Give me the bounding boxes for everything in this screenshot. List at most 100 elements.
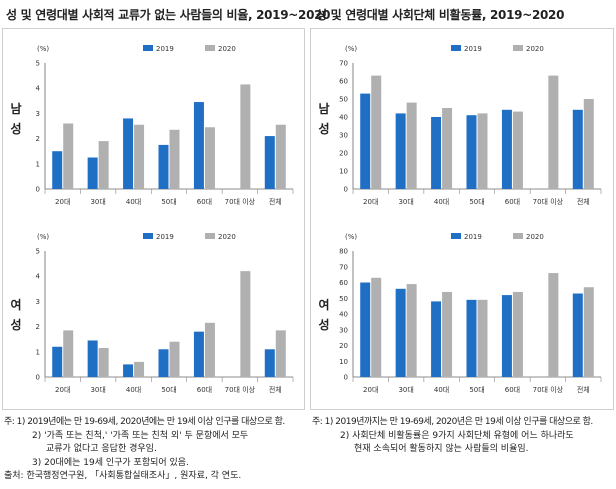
bar-2020-0 — [371, 277, 382, 377]
y-tick-label: 2 — [36, 135, 40, 143]
x-tick-label: 50대 — [161, 198, 176, 206]
y-tick-label: 5 — [36, 60, 40, 68]
bar-2019-6 — [572, 109, 583, 189]
unit-label: (%) — [345, 233, 357, 241]
x-tick-label: 60대 — [197, 386, 212, 394]
legend-swatch-2019 — [451, 233, 461, 239]
bar-2019-2 — [431, 301, 442, 377]
legend-label-2020: 2020 — [218, 233, 236, 241]
x-tick-label: 20대 — [55, 198, 70, 206]
legend-label-2019: 2019 — [464, 45, 482, 53]
note-line: 2) '가족 또는 친척,' '가족 또는 친척 외' 두 문항에서 모두 — [32, 430, 249, 441]
x-tick-label: 40대 — [434, 386, 449, 394]
x-tick-label: 70대 이상 — [533, 197, 564, 206]
x-tick-label: 60대 — [505, 198, 520, 206]
x-tick-label: 40대 — [126, 198, 141, 206]
bar-2019-3 — [466, 299, 477, 377]
y-tick-label: 5 — [36, 248, 40, 256]
legend-label-2020: 2020 — [526, 233, 544, 241]
legend-swatch-2019 — [143, 45, 153, 51]
bar-2020-6 — [275, 330, 286, 377]
y-tick-label: 0 — [344, 186, 348, 194]
bar-2020-1 — [98, 141, 109, 189]
chart-right-female: (%) 2019 2020 0 10 20 30 40 50 60 70 80 20대 30대 40대 50대… — [339, 233, 602, 394]
legend-label-2019: 2019 — [464, 233, 482, 241]
bar-2019-1 — [87, 157, 98, 189]
y-tick-label: 4 — [36, 85, 41, 93]
right-chart-title: 성 및 연령대별 사회단체 비활동률, 2019~2020 — [316, 8, 565, 22]
bar-2019-6 — [264, 349, 275, 377]
legend-swatch-2020 — [513, 233, 523, 239]
gender-label-male: 남성 — [10, 102, 22, 136]
unit-label: (%) — [37, 233, 49, 241]
bar-2019-2 — [431, 117, 442, 189]
gender-label-female: 여성 — [10, 298, 22, 332]
bar-2019-2 — [123, 118, 134, 189]
bar-2020-3 — [169, 341, 180, 377]
legend-label-2020: 2020 — [526, 45, 544, 53]
y-tick-label: 20 — [339, 342, 348, 350]
unit-label: (%) — [37, 45, 49, 53]
y-tick-label: 4 — [36, 273, 41, 281]
right-footnotes: 주: 1) 2019년까지는 만 19-69세, 2020년은 만 19세 이상… — [312, 416, 612, 457]
legend-swatch-2019 — [451, 45, 461, 51]
bar-2020-2 — [134, 124, 145, 189]
y-tick-label: 30 — [339, 132, 348, 140]
bar-2020-1 — [406, 284, 417, 377]
bar-2020-0 — [371, 75, 382, 189]
bar-2020-0 — [63, 123, 74, 189]
x-tick-label: 전체 — [577, 197, 590, 206]
bar-2019-4 — [193, 331, 204, 377]
y-tick-label: 3 — [36, 298, 40, 306]
legend-label-2019: 2019 — [156, 233, 174, 241]
bar-2019-2 — [123, 364, 134, 377]
y-tick-label: 50 — [339, 96, 348, 104]
bar-2019-4 — [501, 109, 512, 189]
note-line: 3) 20대에는 19세 인구가 포함되어 있음. — [32, 457, 189, 468]
bar-2019-4 — [501, 295, 512, 377]
bar-2020-3 — [169, 129, 180, 189]
y-tick-label: 60 — [339, 279, 348, 287]
x-tick-label: 전체 — [269, 385, 282, 394]
gender-label-male-right: 남성 — [318, 102, 330, 136]
bar-2019-0 — [52, 151, 63, 189]
left-chart-panel: 남성 여성 (%) 2019 2020 0 1 2 3 4 5 20대 30대 40대 50대 60대 70… — [2, 28, 305, 410]
y-tick-label: 50 — [339, 295, 348, 303]
x-tick-label: 30대 — [398, 198, 413, 206]
x-tick-label: 40대 — [126, 386, 141, 394]
bar-2019-0 — [52, 346, 63, 377]
y-tick-label: 10 — [339, 168, 348, 176]
bar-2020-5 — [240, 84, 251, 189]
note-line: 교류가 없다고 응답한 경우임. — [46, 444, 157, 454]
y-tick-label: 40 — [339, 311, 348, 319]
bar-2020-6 — [583, 99, 594, 189]
bar-2020-6 — [275, 124, 286, 189]
y-tick-label: 0 — [344, 374, 348, 382]
bar-2019-1 — [87, 340, 98, 377]
x-tick-label: 40대 — [434, 198, 449, 206]
bar-2020-2 — [442, 108, 453, 189]
y-tick-label: 2 — [36, 323, 40, 331]
bar-2020-5 — [240, 271, 251, 377]
bar-2020-4 — [204, 127, 215, 189]
bar-2020-4 — [512, 291, 523, 377]
legend-swatch-2020 — [513, 45, 523, 51]
left-chart-title: 성 및 연령대별 사회적 교류가 없는 사람들의 비율, 2019~2020 — [6, 8, 331, 22]
x-tick-label: 70대 이상 — [225, 197, 256, 206]
bar-2019-4 — [193, 102, 204, 189]
gender-label-female-right: 여성 — [318, 298, 330, 332]
bar-2020-4 — [204, 322, 215, 377]
bar-2019-0 — [360, 93, 371, 189]
bar-2019-6 — [572, 293, 583, 377]
y-tick-label: 40 — [339, 114, 348, 122]
chart-left-male: (%) 2019 2020 0 1 2 3 4 5 20대 30대 40대 50대 60대 70대 이상 전체 — [36, 45, 294, 206]
y-tick-label: 0 — [36, 374, 40, 382]
bar-2020-3 — [477, 113, 488, 189]
source-line: 출처: 한국행정연구원, 「사회통합실태조사」, 원자료, 각 연도. — [4, 471, 242, 481]
bar-2019-3 — [466, 115, 477, 189]
bar-2019-1 — [395, 113, 406, 189]
bar-2020-1 — [406, 102, 417, 189]
legend-swatch-2020 — [205, 45, 215, 51]
bar-2020-1 — [98, 348, 109, 377]
bar-2020-3 — [477, 299, 488, 377]
